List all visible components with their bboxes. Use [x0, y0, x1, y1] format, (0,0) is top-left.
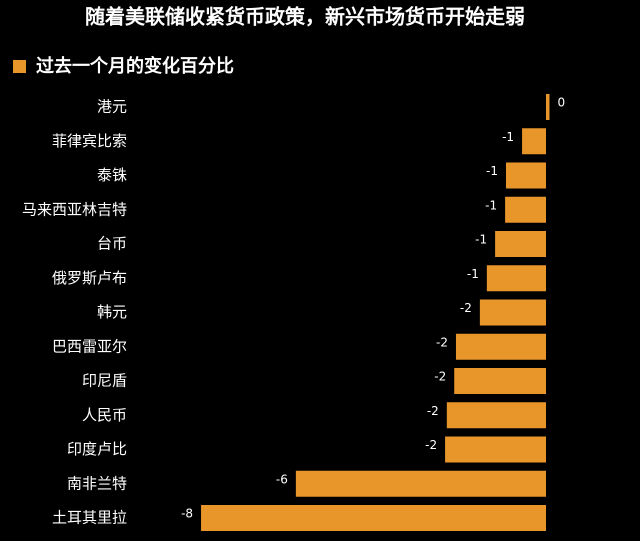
value-label: -1: [502, 130, 514, 144]
category-label: 韩元: [97, 303, 127, 321]
bar: [486, 265, 546, 292]
category-label: 巴西雷亚尔: [52, 337, 127, 355]
value-label: -1: [467, 267, 479, 281]
bar: [445, 436, 546, 463]
category-label: 马来西亚林吉特: [22, 200, 127, 218]
bar: [455, 333, 546, 360]
category-label: 俄罗斯卢布: [52, 269, 127, 287]
value-label: -1: [485, 198, 497, 212]
bar: [495, 231, 546, 257]
value-label: -1: [475, 233, 487, 247]
category-label: 南非兰特: [67, 474, 127, 492]
bar: [479, 299, 546, 326]
category-label: 台币: [97, 235, 127, 253]
bar: [546, 94, 550, 120]
bar: [522, 128, 546, 155]
category-label: 人民币: [82, 406, 127, 424]
value-label: -2: [460, 301, 472, 315]
bar: [295, 470, 546, 497]
value-label: -8: [181, 507, 193, 521]
category-label: 土耳其里拉: [52, 509, 127, 527]
bar: [446, 402, 546, 429]
bar: [505, 196, 546, 223]
category-label: 港元: [97, 98, 127, 116]
value-label: -6: [276, 472, 288, 486]
category-label: 菲律宾比索: [52, 132, 127, 150]
subtitle-marker: [13, 60, 26, 73]
category-label: 印尼盾: [82, 372, 127, 390]
chart-subtitle: 过去一个月的变化百分比: [36, 55, 234, 77]
value-label: -2: [436, 335, 448, 349]
value-label: 0: [557, 96, 565, 110]
value-label: -2: [427, 404, 439, 418]
value-label: -2: [425, 438, 437, 452]
bar: [201, 505, 547, 531]
value-label: -1: [486, 164, 498, 178]
bar: [454, 368, 546, 394]
category-label: 泰铢: [97, 166, 127, 184]
bar: [505, 162, 546, 189]
category-label: 印度卢比: [67, 440, 127, 458]
value-label: -2: [434, 370, 446, 384]
chart-title: 随着美联储收紧货币政策，新兴市场货币开始走弱: [85, 5, 525, 29]
